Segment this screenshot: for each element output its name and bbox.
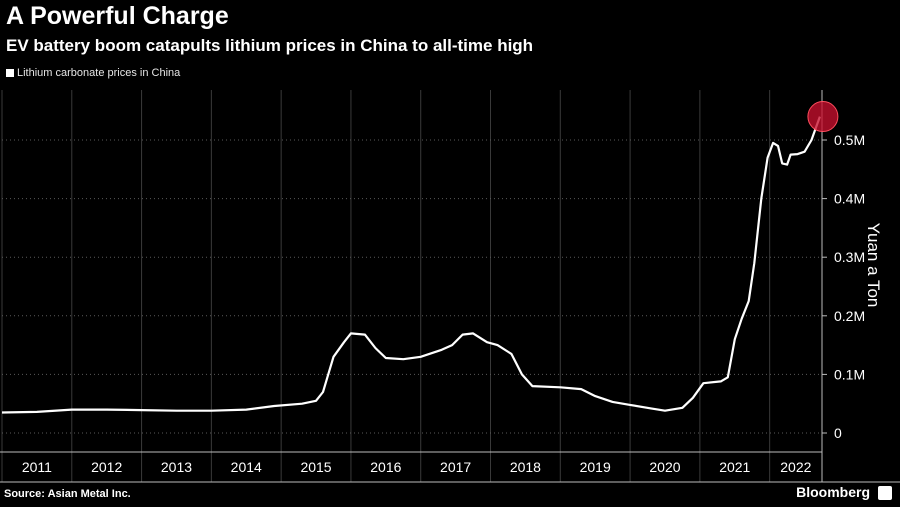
- brand-logo: Bloomberg: [796, 484, 870, 500]
- x-tick-label: 2016: [370, 459, 401, 475]
- x-tick-label: 2018: [510, 459, 541, 475]
- y-tick-label: 0.4M: [834, 191, 865, 207]
- legend: Lithium carbonate prices in China: [6, 67, 180, 79]
- chart-subtitle: EV battery boom catapults lithium prices…: [6, 36, 534, 55]
- x-tick-label: 2020: [649, 459, 680, 475]
- x-tick-label: 2019: [580, 459, 611, 475]
- y-tick-label: 0.5M: [834, 132, 865, 148]
- y-tick-label: 0.1M: [834, 366, 865, 382]
- x-tick-label: 2011: [22, 459, 52, 475]
- x-tick-label: 2012: [91, 459, 122, 475]
- y-tick-label: 0.2M: [834, 308, 865, 324]
- latest-point-marker: [807, 101, 839, 133]
- x-tick-label: 2013: [161, 459, 192, 475]
- x-tick-label: 2022: [780, 459, 811, 475]
- x-tick-label: 2014: [231, 459, 262, 475]
- y-tick-label: 0: [834, 425, 842, 441]
- source-note: Source: Asian Metal Inc.: [4, 488, 131, 500]
- chart-title: A Powerful Charge: [6, 2, 229, 30]
- x-tick-label: 2015: [300, 459, 331, 475]
- x-tick-label: 2017: [440, 459, 471, 475]
- x-tick-label: 2021: [719, 459, 750, 475]
- y-axis-label: Yuan a Ton: [864, 222, 883, 308]
- bloomberg-icon: [878, 486, 892, 500]
- y-tick-label: 0.3M: [834, 249, 865, 265]
- legend-label: Lithium carbonate prices in China: [17, 67, 181, 79]
- series-line: [1, 116, 821, 414]
- legend-swatch: [6, 69, 14, 77]
